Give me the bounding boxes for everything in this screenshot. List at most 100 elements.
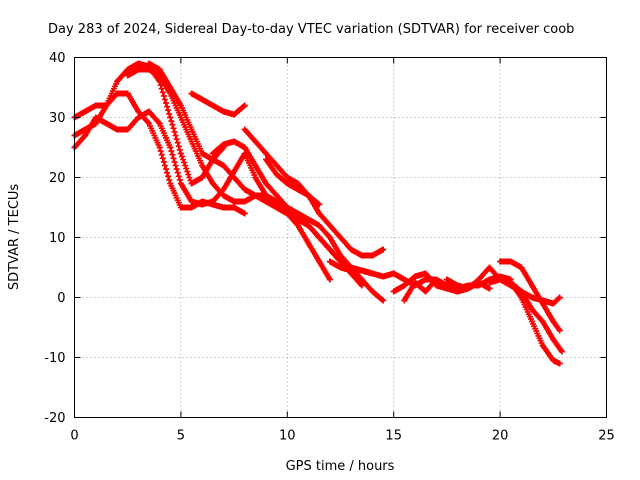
data-point <box>156 144 163 151</box>
axis-layer: 0 5 10 15 20 25 -20 -10 0 10 20 30 40 <box>44 51 615 444</box>
x-tick-label: 5 <box>177 429 185 444</box>
data-point <box>231 198 238 205</box>
data-point <box>422 270 429 277</box>
data-point <box>220 186 227 193</box>
data-point <box>305 192 312 199</box>
data-point <box>316 222 323 229</box>
data-point <box>305 216 312 223</box>
data-point <box>529 318 536 325</box>
data-point <box>284 174 291 181</box>
data-point <box>241 210 248 217</box>
data-point <box>263 156 270 163</box>
data-point <box>209 150 216 157</box>
data-point <box>305 222 312 229</box>
data-point <box>156 66 163 73</box>
data-point <box>273 204 280 211</box>
data-point <box>82 132 89 139</box>
data-point <box>558 348 565 355</box>
chart-title: Day 283 of 2024, Sidereal Day-to-day VTE… <box>48 22 574 37</box>
data-point <box>401 282 408 289</box>
data-point <box>220 204 227 211</box>
data-point <box>252 174 259 181</box>
data-point <box>422 276 429 283</box>
data-point <box>188 198 195 205</box>
data-point <box>454 288 461 295</box>
data-point <box>177 150 184 157</box>
data-point <box>209 156 216 163</box>
data-point <box>390 288 397 295</box>
data-point <box>326 222 333 229</box>
data-point <box>188 204 195 211</box>
data-point <box>263 150 270 157</box>
data-point <box>177 102 184 109</box>
series-arc-14 <box>497 258 563 334</box>
data-point <box>167 84 174 91</box>
data-point <box>486 285 493 292</box>
data-point <box>284 180 291 187</box>
data-point <box>231 204 238 211</box>
data-point <box>284 210 291 217</box>
series-markers <box>188 90 248 118</box>
data-point <box>550 318 557 325</box>
series-arc-6 <box>188 90 248 118</box>
data-point <box>401 276 408 283</box>
data-point <box>199 150 206 157</box>
data-point <box>454 282 461 289</box>
data-point <box>124 72 131 79</box>
data-point <box>337 234 344 241</box>
data-point <box>124 126 131 133</box>
data-point <box>411 273 418 280</box>
data-point <box>369 270 376 277</box>
data-point <box>380 246 387 253</box>
data-point <box>177 180 184 187</box>
data-point <box>539 318 546 325</box>
data-point <box>145 120 152 127</box>
data-point <box>231 138 238 145</box>
data-point <box>380 273 387 280</box>
data-point <box>114 90 121 97</box>
data-point <box>529 294 536 301</box>
x-tick-label: 10 <box>279 429 296 444</box>
data-point <box>188 138 195 145</box>
x-tick-label: 15 <box>385 429 402 444</box>
x-tick-label: 20 <box>492 429 509 444</box>
data-point <box>550 336 557 343</box>
data-point <box>294 180 301 187</box>
data-point <box>124 90 131 97</box>
data-point <box>294 186 301 193</box>
y-tick-label: -10 <box>44 351 65 366</box>
data-point <box>294 222 301 229</box>
data-point <box>337 258 344 265</box>
data-point <box>294 216 301 223</box>
data-point <box>486 264 493 271</box>
data-point <box>199 174 206 181</box>
data-point <box>369 288 376 295</box>
data-point <box>273 162 280 169</box>
data-point <box>539 300 546 307</box>
series-arc-15 <box>486 276 565 355</box>
data-point <box>326 234 333 241</box>
y-tick-label: 20 <box>49 171 66 186</box>
grid-layer <box>74 57 607 418</box>
data-point <box>103 120 110 127</box>
data-point <box>497 258 504 265</box>
data-point <box>316 201 323 208</box>
data-point <box>103 102 110 109</box>
data-point <box>263 180 270 187</box>
data-point <box>263 198 270 205</box>
x-tick-label: 25 <box>598 429 615 444</box>
data-point <box>220 108 227 115</box>
data-point <box>145 108 152 115</box>
data-point <box>556 360 563 367</box>
y-tick-label: 40 <box>49 51 66 66</box>
series-arc-12 <box>401 276 440 304</box>
data-point <box>294 210 301 217</box>
x-tick-label: 0 <box>70 429 78 444</box>
data-point <box>114 78 121 85</box>
data-point <box>433 282 440 289</box>
data-point <box>263 192 270 199</box>
data-point <box>475 279 482 286</box>
data-point <box>199 201 206 208</box>
y-tick-label: 0 <box>57 291 65 306</box>
